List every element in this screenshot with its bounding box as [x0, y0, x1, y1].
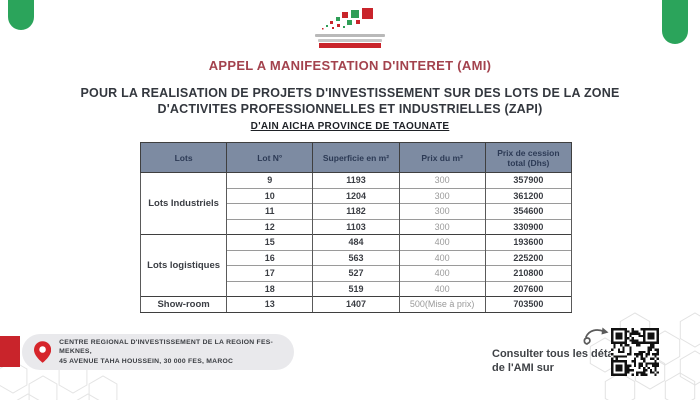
table-row: Show-room 13 1407 500(Mise à prix) 70350…	[139, 296, 573, 313]
cell-prix-m2: 400	[398, 265, 486, 281]
cell-superficie: 527	[312, 265, 400, 281]
cell-superficie: 1407	[312, 296, 400, 313]
table-row: 11 1182 300 354600	[141, 203, 573, 219]
group-label-logistiques: Lots logistiques	[139, 234, 228, 297]
logo-subtext-line	[318, 38, 382, 42]
subtitle-line-1: POUR LA REALISATION DE PROJETS D'INVESTI…	[80, 86, 620, 100]
table-row: 18 519 400 207600	[141, 280, 573, 297]
cell-superficie: 1182	[312, 203, 400, 219]
logo-red-banner	[319, 43, 381, 48]
address-line-2: 45 AVENUE TAHA HOUSSEIN, 30 000 FES, MAR…	[59, 357, 234, 365]
cell-lot-number: 11	[226, 203, 314, 219]
cell-prix-m2: 300	[398, 203, 486, 219]
cell-superficie: 1103	[312, 218, 400, 235]
cell-prix-total: 225200	[484, 249, 573, 266]
cell-prix-m2: 400	[398, 249, 486, 266]
table-header-row: Lots Lot N° Superficie en m² Prix du m² …	[139, 142, 573, 173]
page-subtitle: POUR LA REALISATION DE PROJETS D'INVESTI…	[0, 85, 700, 117]
logo-arabic-text-line	[315, 34, 385, 37]
col-header-superficie: Superficie en m²	[312, 142, 400, 173]
cell-prix-m2: 400	[398, 234, 486, 250]
page-title: APPEL A MANIFESTATION D'INTERET (AMI)	[208, 58, 492, 73]
subtitle-line-2: D'ACTIVITES PROFESSIONNELLES ET INDUSTRI…	[157, 102, 543, 116]
cell-prix-m2: 500(Mise à prix)	[398, 296, 486, 313]
cell-prix-total: 354600	[484, 203, 573, 219]
lots-table-container: Lots Lot N° Superficie en m² Prix du m² …	[139, 142, 573, 313]
cell-superficie: 1204	[312, 187, 400, 204]
group-label-showroom: Show-room	[139, 296, 228, 313]
green-corner-shape-right	[662, 0, 688, 44]
col-header-prix-total: Prix de cession total (Dhs)	[484, 142, 573, 173]
green-corner-shape-left	[8, 0, 34, 30]
qr-caption-line-2: de l'AMI sur	[492, 362, 554, 374]
address-text: CENTRE REGIONAL D'INVESTISSEMENT DE LA R…	[59, 338, 294, 367]
cell-superficie: 1193	[312, 172, 400, 188]
lots-table: Lots Lot N° Superficie en m² Prix du m² …	[139, 142, 573, 313]
location-heading: D'AIN AICHA PROVINCE DE TAOUNATE	[250, 121, 450, 132]
cell-superficie: 519	[312, 280, 400, 297]
qr-code	[611, 328, 659, 376]
cell-lot-number: 12	[226, 218, 314, 235]
cell-prix-m2: 300	[398, 187, 486, 204]
cell-lot-number: 10	[226, 187, 314, 204]
cell-prix-total: 703500	[484, 296, 573, 313]
cell-lot-number: 13	[226, 296, 314, 313]
col-header-lots: Lots	[139, 142, 228, 173]
table-row: 17 527 400 210800	[141, 265, 573, 281]
col-header-prix-m2: Prix du m²	[398, 142, 486, 173]
cri-logo-squares	[322, 8, 373, 30]
address-pill: CENTRE REGIONAL D'INVESTISSEMENT DE LA R…	[22, 334, 294, 370]
cell-prix-total: 210800	[484, 265, 573, 281]
qr-caption: Consulter tous les détails de l'AMI sur	[492, 347, 626, 375]
cell-prix-m2: 300	[398, 218, 486, 235]
cell-prix-total: 193600	[484, 234, 573, 250]
table-row: Lots logistiques 15 484 400 193600	[139, 234, 573, 297]
table-row: 10 1204 300 361200	[141, 187, 573, 204]
cell-prix-total: 361200	[484, 187, 573, 204]
red-edge-accent	[0, 336, 20, 367]
cell-superficie: 563	[312, 249, 400, 266]
qr-caption-line-1: Consulter tous les détails	[492, 348, 626, 360]
cell-prix-total: 330900	[484, 218, 573, 235]
col-header-lot-number: Lot N°	[226, 142, 314, 173]
cell-lot-number: 17	[226, 265, 314, 281]
group-label-industriels: Lots Industriels	[139, 172, 228, 235]
cell-superficie: 484	[312, 234, 400, 250]
cell-prix-m2: 300	[398, 172, 486, 188]
location-pin-icon	[34, 341, 52, 363]
cell-lot-number: 16	[226, 249, 314, 266]
cell-lot-number: 15	[226, 234, 314, 250]
cell-lot-number: 18	[226, 280, 314, 297]
curved-arrow-icon	[583, 327, 609, 345]
cell-prix-total: 357900	[484, 172, 573, 188]
table-row: Lots Industriels 9 1193 300 357900	[139, 172, 573, 235]
cell-prix-m2: 400	[398, 280, 486, 297]
address-line-1: CENTRE REGIONAL D'INVESTISSEMENT DE LA R…	[59, 338, 274, 356]
cell-lot-number: 9	[226, 172, 314, 188]
table-row: 16 563 400 225200	[141, 249, 573, 266]
cell-prix-total: 207600	[484, 280, 573, 297]
table-row: 12 1103 300 330900	[141, 218, 573, 235]
